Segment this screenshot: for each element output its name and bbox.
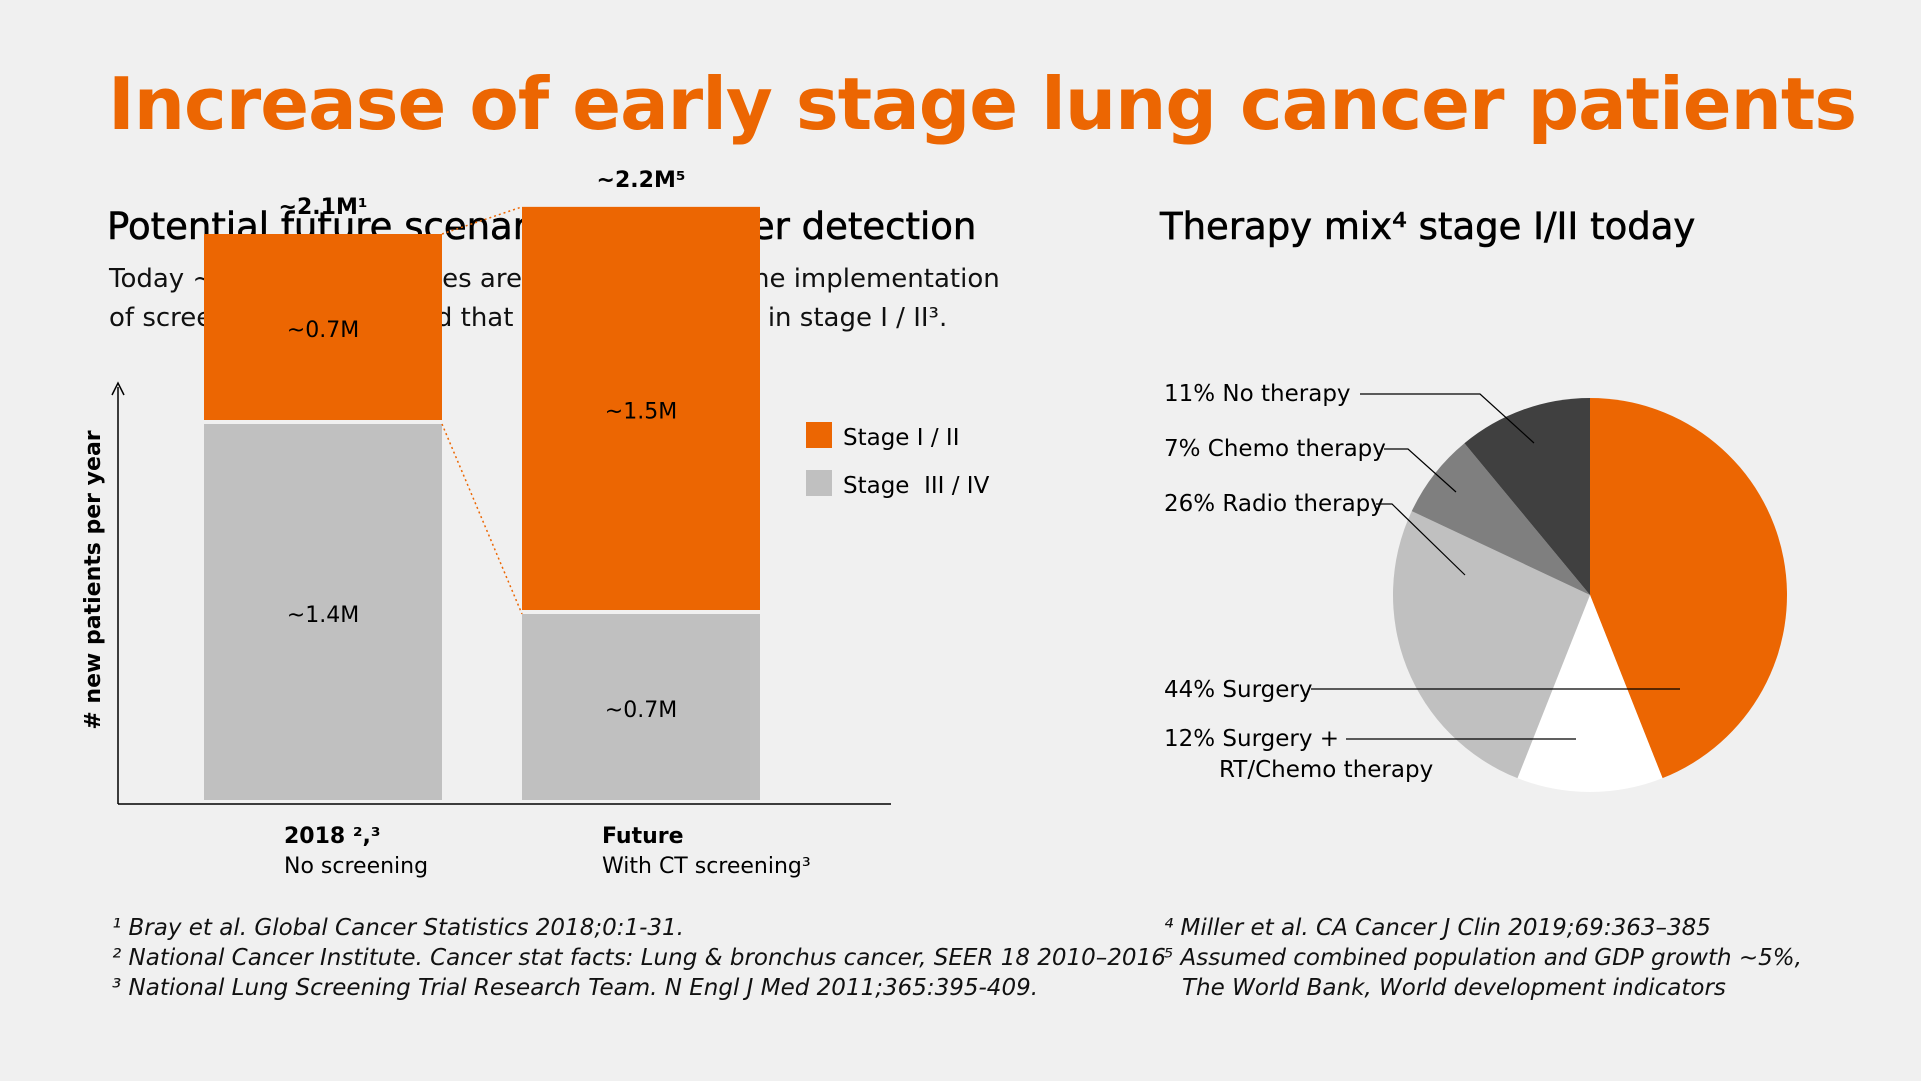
bar-value-label: ~1.4M (287, 603, 359, 628)
pie-label-no-therapy: 11% No therapy (1164, 381, 1351, 407)
pie-slice (1393, 511, 1590, 779)
y-axis-arrow (111, 381, 125, 396)
legend-label-stage-i-ii: Stage I / II (843, 425, 960, 451)
footnote-left-3: ³ National Lung Screening Trial Research… (112, 975, 1039, 1001)
pie-slice (1411, 443, 1590, 595)
bar-total-label: ~2.1M¹ (279, 195, 368, 220)
category-label: 2018 ²,³ (284, 824, 381, 849)
pie-chart-section-title: Therapy mix⁴ stage I/II today (1160, 205, 1696, 249)
bar-value-label: ~0.7M (287, 318, 359, 343)
page-title: Increase of early stage lung cancer pati… (108, 62, 1857, 146)
category-label: Future (602, 824, 684, 849)
pie-labels: 11% No therapy 7% Chemo therapy 26% Radi… (1164, 381, 1433, 783)
connector-line-top (441, 206, 523, 235)
connector-line-bottom (441, 423, 523, 615)
footnote-right-2: ⁵ Assumed combined population and GDP gr… (1164, 945, 1802, 971)
legend-swatch-stage-i-ii (806, 422, 832, 448)
footnote-left-2: ² National Cancer Institute. Cancer stat… (112, 945, 1166, 971)
leader-no-therapy (1360, 393, 1535, 444)
leader-radio (1376, 503, 1466, 576)
y-axis-label: # new patients per year (81, 430, 106, 729)
bar-segment (204, 234, 442, 420)
bar-segment (204, 424, 442, 800)
bar-segment (522, 614, 760, 800)
stacked-bar-chart: # new patients per year ~1.4M ~0.7M ~2.1M¹… (81, 168, 990, 879)
pie-slice (1464, 398, 1590, 595)
pie-label-surgery: 44% Surgery (1164, 677, 1312, 703)
pie-slice (1590, 398, 1787, 779)
pie-label-radio: 26% Radio therapy (1164, 491, 1384, 517)
pie-slice (1517, 595, 1663, 792)
pie-leader-lines (1311, 393, 1680, 740)
legend-swatch-stage-iii-iv (806, 470, 832, 496)
footnote-right-3: The World Bank, World development indica… (1182, 975, 1726, 1001)
leader-chemo (1384, 448, 1457, 493)
pie-label-surgery-plus-line1: 12% Surgery + (1164, 726, 1339, 752)
pie-label-chemo: 7% Chemo therapy (1164, 436, 1386, 462)
legend: Stage I / II Stage III / IV (806, 422, 990, 499)
pie-chart: 11% No therapy 7% Chemo therapy 26% Radi… (1164, 381, 1787, 792)
bar-segment (522, 206, 760, 610)
legend-label-stage-iii-iv: Stage III / IV (843, 473, 990, 499)
bar-value-label: ~1.5M (605, 399, 677, 424)
footnote-right-1: ⁴ Miller et al. CA Cancer J Clin 2019;69… (1164, 915, 1711, 941)
pie-slices (1393, 398, 1787, 792)
bar-total-label: ~2.2M⁵ (597, 168, 686, 193)
bar-group: ~1.4M ~0.7M ~2.1M¹ 2018 ²,³ No screening ~0.7… (204, 168, 811, 879)
pie-label-surgery-plus-line2: RT/Chemo therapy (1219, 757, 1433, 783)
category-sub-label: No screening (284, 854, 428, 879)
category-sub-label: With CT screening³ (602, 854, 811, 879)
bar-value-label: ~0.7M (605, 698, 677, 723)
footnote-left-1: ¹ Bray et al. Global Cancer Statistics 2… (112, 915, 684, 941)
